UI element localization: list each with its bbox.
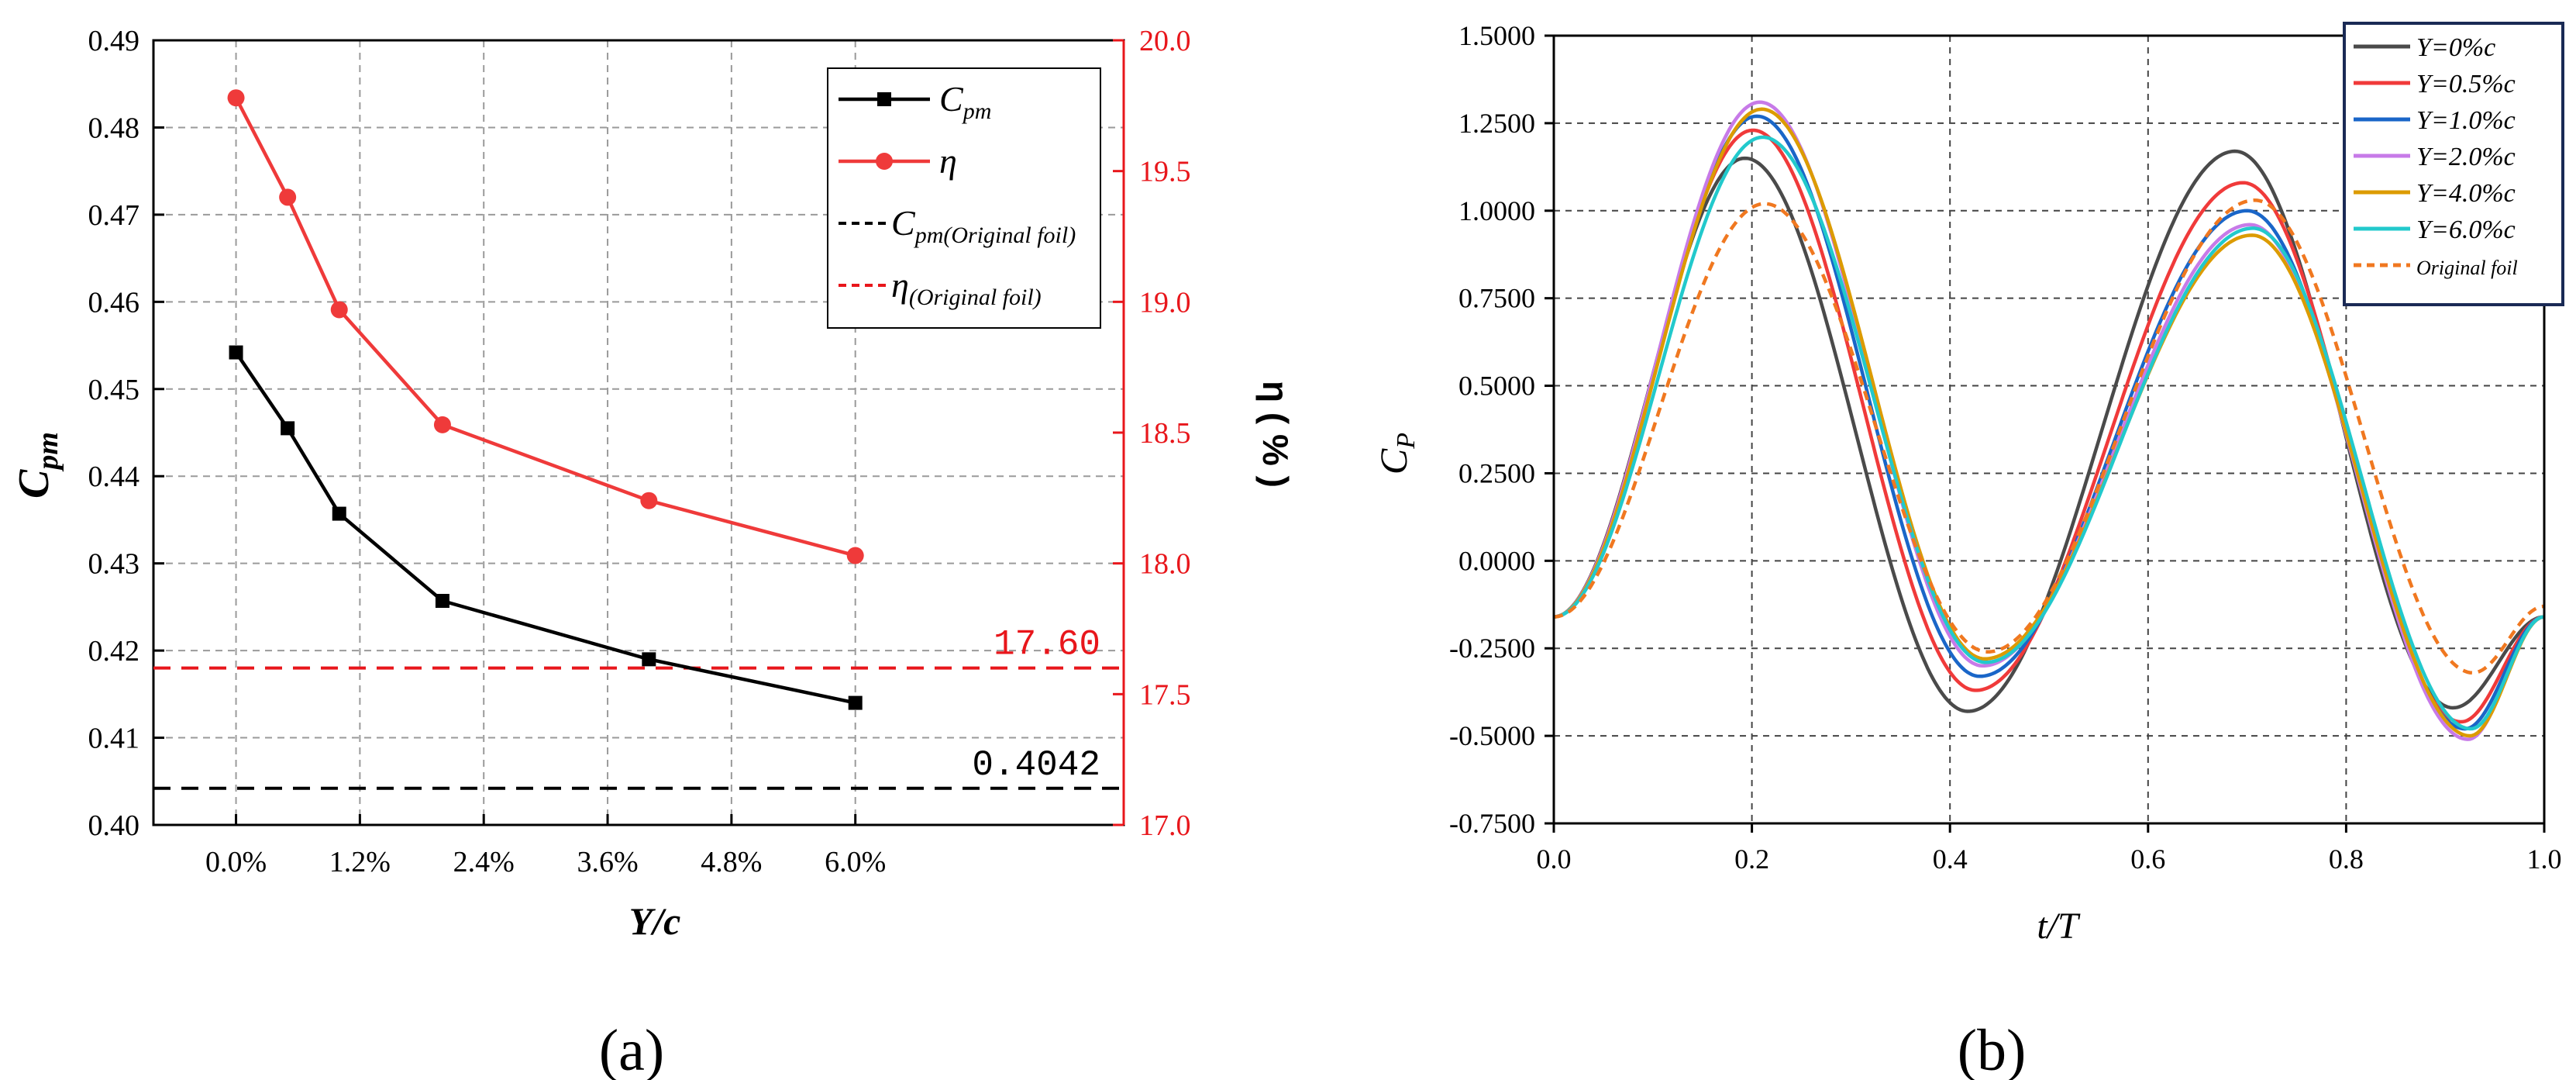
panel-b-legend-label: Y=0%c	[2416, 33, 2495, 62]
panel-a-y-tick-label: 0.48	[88, 112, 140, 144]
panel-b-y-tick-label: 0.0000	[1458, 545, 1535, 576]
panel-b-y-tick-label: 1.0000	[1458, 195, 1535, 226]
panel-a-legend-label: η(Original foil)	[891, 265, 1042, 310]
panel-a-point	[435, 594, 449, 609]
panel-a-y-ticks: 0.40 0.41 0.42 0.43 0.44 0.45 0.46 0.47 0.48 0.49	[88, 25, 164, 842]
panel-b-xlabel: t/T	[2037, 906, 2081, 947]
panel-a-y2-tick-label: 18.0	[1139, 548, 1191, 581]
panel-b-label: (b)	[1958, 1018, 2027, 1080]
panel-b-x-tick-label: 0.8	[2329, 844, 2364, 875]
panel-b-y-tick-label: 0.5000	[1458, 371, 1535, 402]
panel-b-legend-label: Y=1.0%c	[2416, 106, 2516, 135]
panel-a-point	[848, 695, 863, 710]
panel-a: 0.0% 1.2% 2.4% 3.6% 4.8% 6.0% 0.400.410.420.4…	[10, 25, 1296, 1080]
panel-a-y-tick-label: 0.40	[88, 809, 140, 842]
panel-a-legend-box	[827, 67, 1101, 329]
panel-b-x-tick-label: 0.2	[1734, 844, 1769, 875]
panel-a-reference-lines: 0.4042 17.60	[153, 625, 1124, 790]
panel-a-y-tick-label: 0.41	[88, 723, 140, 755]
panel-a-point	[279, 188, 297, 206]
panel-b-x-tick-label: 1.0	[2527, 844, 2562, 875]
panel-a-series-line	[234, 351, 856, 705]
panel-a-y-tick-label: 0.44	[88, 461, 140, 493]
panel-a-y2-tick-label: 20.0	[1139, 25, 1191, 57]
panel-a-y-tick-label: 0.49	[88, 25, 140, 57]
panel-a-series	[227, 89, 864, 710]
panel-a-point	[642, 652, 656, 667]
panel-b: 0.0 0.2 0.4 0.6 0.8 1.0 -0.7500 -0.5000 -0.2500…	[1372, 20, 2564, 1080]
panel-b-y-tick-label: 0.2500	[1458, 457, 1535, 488]
panel-b-series-line	[1553, 107, 2545, 738]
panel-a-x-ticks: 0.0% 1.2% 2.4% 3.6% 4.8% 6.0%	[205, 814, 886, 878]
panel-a-legend-marker	[876, 153, 893, 170]
panel-a-y2label: η ( % )	[1255, 381, 1296, 488]
panel-a-y-tick-label: 0.43	[88, 548, 140, 581]
panel-b-x-tick-label: 0.6	[2130, 844, 2165, 875]
panel-a-reference-label: 17.60	[994, 625, 1100, 665]
panel-a-point	[332, 506, 346, 521]
panel-a-legend-label: η	[939, 141, 957, 181]
panel-a-legend-label: Cpm	[939, 79, 991, 124]
panel-b-x-tick-label: 0.4	[1933, 844, 1968, 875]
panel-b-legend-label: Original foil	[2416, 257, 2518, 279]
panel-a-point	[846, 547, 864, 564]
panel-b-series	[1553, 100, 2545, 741]
panel-a-reference-label: 0.4042	[972, 745, 1100, 785]
panel-a-y2-tick-label: 17.0	[1139, 809, 1191, 842]
panel-a-y-tick-label: 0.45	[88, 374, 140, 406]
panel-a-point	[281, 421, 295, 436]
panel-b-legend-box	[2343, 22, 2564, 306]
panel-a-y-tick-label: 0.47	[88, 199, 140, 232]
panel-a-ylabel: Cpm	[10, 432, 64, 499]
panel-b-x-tick-label: 0.0	[1537, 844, 1572, 875]
panel-b-y-tick-label: -0.5000	[1449, 720, 1535, 751]
panel-b-x-ticks: 0.0 0.2 0.4 0.6 0.8 1.0	[1537, 823, 2562, 875]
panel-a-point	[229, 345, 243, 360]
panel-a-point	[640, 492, 658, 509]
panel-a-y-tick-label: 0.42	[88, 635, 140, 668]
panel-b-series-line	[1553, 149, 2545, 713]
panel-b-series-line	[1553, 198, 2545, 675]
panel-a-x-tick-label: 1.2%	[329, 846, 391, 878]
panel-b-legend-label: Y=0.5%c	[2416, 70, 2516, 98]
panel-b-legend-label: Y=6.0%c	[2416, 216, 2516, 244]
panel-b-y-tick-label: -0.2500	[1449, 633, 1535, 664]
panel-b-series-line	[1553, 135, 2545, 731]
panel-a-y2-tick-label: 19.0	[1139, 286, 1191, 319]
panel-a-legend: Cpm η Cpm(Original foil) η(Original foil)	[827, 67, 1101, 329]
panel-b-legend: Y=0%c Y=0.5%c Y=1.0%c Y=2.0%c Y=4.0%c Y=6.0%c…	[2343, 22, 2564, 306]
panel-a-y2-tick-label: 17.5	[1139, 678, 1191, 711]
panel-a-legend-marker	[877, 92, 891, 106]
panel-a-x-tick-label: 2.4%	[453, 846, 515, 878]
panel-a-xlabel: Y/c	[629, 899, 681, 943]
panel-b-legend-label: Y=4.0%c	[2416, 179, 2516, 208]
panel-a-y2-tick-label: 18.5	[1139, 417, 1191, 450]
panel-b-y-tick-label: 1.5000	[1458, 20, 1535, 51]
panel-a-point	[330, 301, 348, 319]
panel-b-legend-label: Y=2.0%c	[2416, 143, 2516, 171]
panel-b-ylabel: CP	[1372, 433, 1421, 474]
panel-a-y2-tick-label: 19.5	[1139, 156, 1191, 188]
panel-a-x-tick-label: 6.0%	[825, 846, 886, 878]
panel-b-y-tick-label: 1.2500	[1458, 108, 1535, 139]
panel-b-y-ticks: -0.7500 -0.5000 -0.2500 0.0000 0.2500 0.5000 0…	[1449, 20, 1554, 839]
panel-a-x-tick-label: 3.6%	[577, 846, 638, 878]
panel-a-y2-ticks: 17.0 17.5 18.0 18.5 19.0 19.5 20.0	[1113, 25, 1191, 842]
panel-b-y-tick-label: 0.7500	[1458, 283, 1535, 314]
panel-a-point	[227, 89, 245, 107]
panel-a-y-tick-label: 0.46	[88, 286, 140, 319]
panel-b-y-tick-label: -0.7500	[1449, 808, 1535, 839]
panel-a-series-line	[234, 97, 856, 557]
panel-a-x-tick-label: 0.0%	[205, 846, 267, 878]
panel-a-x-tick-label: 4.8%	[701, 846, 762, 878]
panel-a-point	[433, 416, 451, 433]
panel-b-plot-frame	[1552, 34, 2546, 825]
panel-a-label: (a)	[599, 1018, 664, 1080]
panel-a-legend-label: Cpm(Original foil)	[891, 203, 1076, 248]
